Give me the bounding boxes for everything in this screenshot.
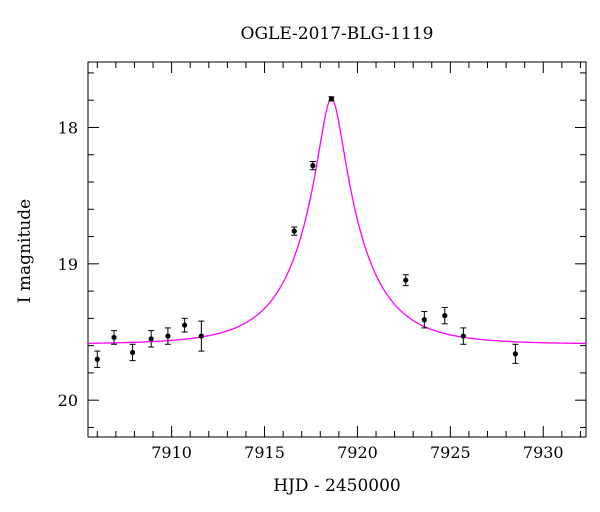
- x-tick-label: 7920: [337, 443, 378, 462]
- x-tick-label: 7910: [151, 443, 192, 462]
- data-point: [111, 334, 117, 341]
- x-axis-label: HJD - 2450000: [273, 476, 401, 496]
- data-point: [291, 228, 297, 234]
- x-tick-label: 7930: [523, 443, 564, 462]
- plot-frame: [87, 61, 587, 438]
- data-point: [94, 356, 100, 362]
- data-point: [512, 351, 518, 357]
- data-point: [165, 333, 171, 339]
- y-axis-label: I magnitude: [15, 199, 35, 303]
- y-tick-label: 19: [58, 255, 78, 274]
- data-point: [129, 349, 136, 356]
- data-point: [182, 322, 188, 328]
- data-point: [460, 333, 466, 339]
- data-point: [310, 163, 316, 169]
- model-curve: [88, 98, 586, 345]
- x-tick-label: 7925: [430, 443, 471, 462]
- data-point: [328, 96, 335, 102]
- x-tick-label: 7915: [244, 443, 285, 462]
- data-point: [403, 277, 409, 283]
- data-point: [421, 317, 427, 323]
- data-point: [148, 336, 154, 342]
- data-point: [198, 333, 204, 339]
- plot-area: 7910 7915 7920 7925 7930 18 19 20: [58, 61, 587, 462]
- y-tick-label: 20: [58, 391, 78, 410]
- y-tick-label: 18: [58, 118, 78, 137]
- chart-title: OGLE-2017-BLG-1119: [241, 24, 434, 44]
- data-point: [442, 313, 448, 319]
